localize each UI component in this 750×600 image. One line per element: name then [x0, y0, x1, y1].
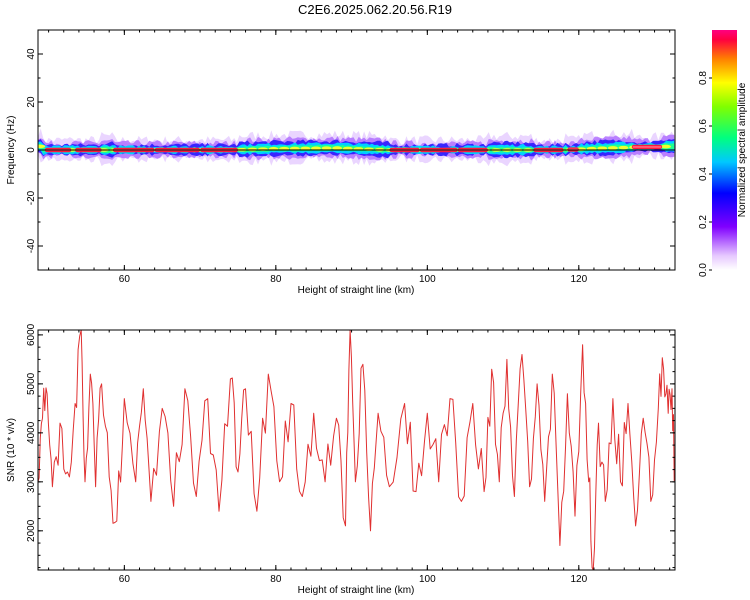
spectrogram-core-mark	[660, 144, 671, 149]
spectrogram-x-ticks: 60 80 100 120	[48, 30, 671, 285]
spectrogram-core-mark	[607, 146, 618, 150]
snr-frame	[37, 329, 676, 571]
x-tick-label: 120	[570, 274, 587, 285]
y-tick-label: 0	[26, 147, 37, 153]
spectrogram-core-mark	[332, 146, 343, 150]
spectrogram-core-mark	[247, 147, 258, 152]
spectrogram-core-mark	[300, 146, 311, 151]
y-tick-label: -20	[26, 190, 37, 205]
y-tick-label: 20	[26, 96, 37, 108]
colorbar-ticks: 0.0 0.2 0.4 0.6 0.8	[698, 71, 712, 277]
x-tick-label: 60	[119, 574, 131, 585]
y-tick-label: 5000	[26, 372, 37, 395]
spectrogram-core-mark	[618, 145, 629, 150]
y-tick-label: 3000	[26, 470, 37, 493]
spectrogram-panel: 60 80 100 120 40 20 0 -20 -40 Height of straigh…	[6, 29, 676, 296]
snr-series-line	[38, 330, 675, 570]
y-tick-label: 40	[26, 48, 37, 60]
colorbar-tick-label: 0.6	[698, 119, 709, 133]
snr-panel: 60 80 100 120 2000 3000 4000 5000 6000 Height o…	[6, 323, 676, 596]
spectrogram-peak-core	[632, 146, 662, 148]
x-tick-label: 60	[119, 274, 131, 285]
colorbar-label: Normalized spectral amplitude	[737, 82, 748, 217]
colorbar-gradient	[712, 30, 737, 270]
colorbar-tick-label: 0.8	[698, 71, 709, 85]
y-tick-label: 4000	[26, 421, 37, 444]
snr-x-ticks: 60 80 100 120	[48, 330, 671, 585]
spectrogram-band	[38, 128, 675, 167]
colorbar-tick-label: 0.2	[698, 215, 709, 229]
y-tick-label: -40	[26, 238, 37, 253]
spectrogram-y-ticks: 40 20 0 -20 -40	[26, 29, 675, 271]
y-tick-label: 6000	[26, 323, 37, 346]
spectrogram-core-mark	[363, 147, 374, 152]
colorbar-tick-label: 0.0	[698, 263, 709, 277]
y-tick-label: 2000	[26, 519, 37, 542]
x-tick-label: 100	[419, 574, 436, 585]
x-tick-label: 100	[419, 274, 436, 285]
spectrogram-core-mark	[38, 144, 46, 149]
colorbar-tick-label: 0.4	[698, 167, 709, 181]
snr-y-axis-label: SNR (10 * v/v)	[6, 418, 17, 482]
x-tick-label: 80	[270, 574, 282, 585]
spectrogram-core-mark	[289, 146, 300, 151]
spectrogram-core-mark	[310, 146, 321, 151]
snr-y-ticks: 2000 3000 4000 5000 6000	[26, 323, 675, 569]
colorbar: 0.0 0.2 0.4 0.6 0.8 Normalized spectral ampl…	[698, 30, 748, 277]
spectrogram-y-axis-label: Frequency (Hz)	[6, 116, 17, 185]
spectrogram-core-mark	[342, 146, 353, 151]
x-tick-label: 120	[570, 574, 587, 585]
spectrogram-x-axis-label: Height of straight line (km)	[298, 285, 415, 296]
page-title: C2E6.2025.062.20.56.R19	[298, 2, 452, 17]
x-tick-label: 80	[270, 274, 282, 285]
snr-x-axis-label: Height of straight line (km)	[298, 585, 415, 596]
spectrogram-core-mark	[321, 146, 332, 150]
spectrogram-core-mark	[597, 146, 608, 151]
